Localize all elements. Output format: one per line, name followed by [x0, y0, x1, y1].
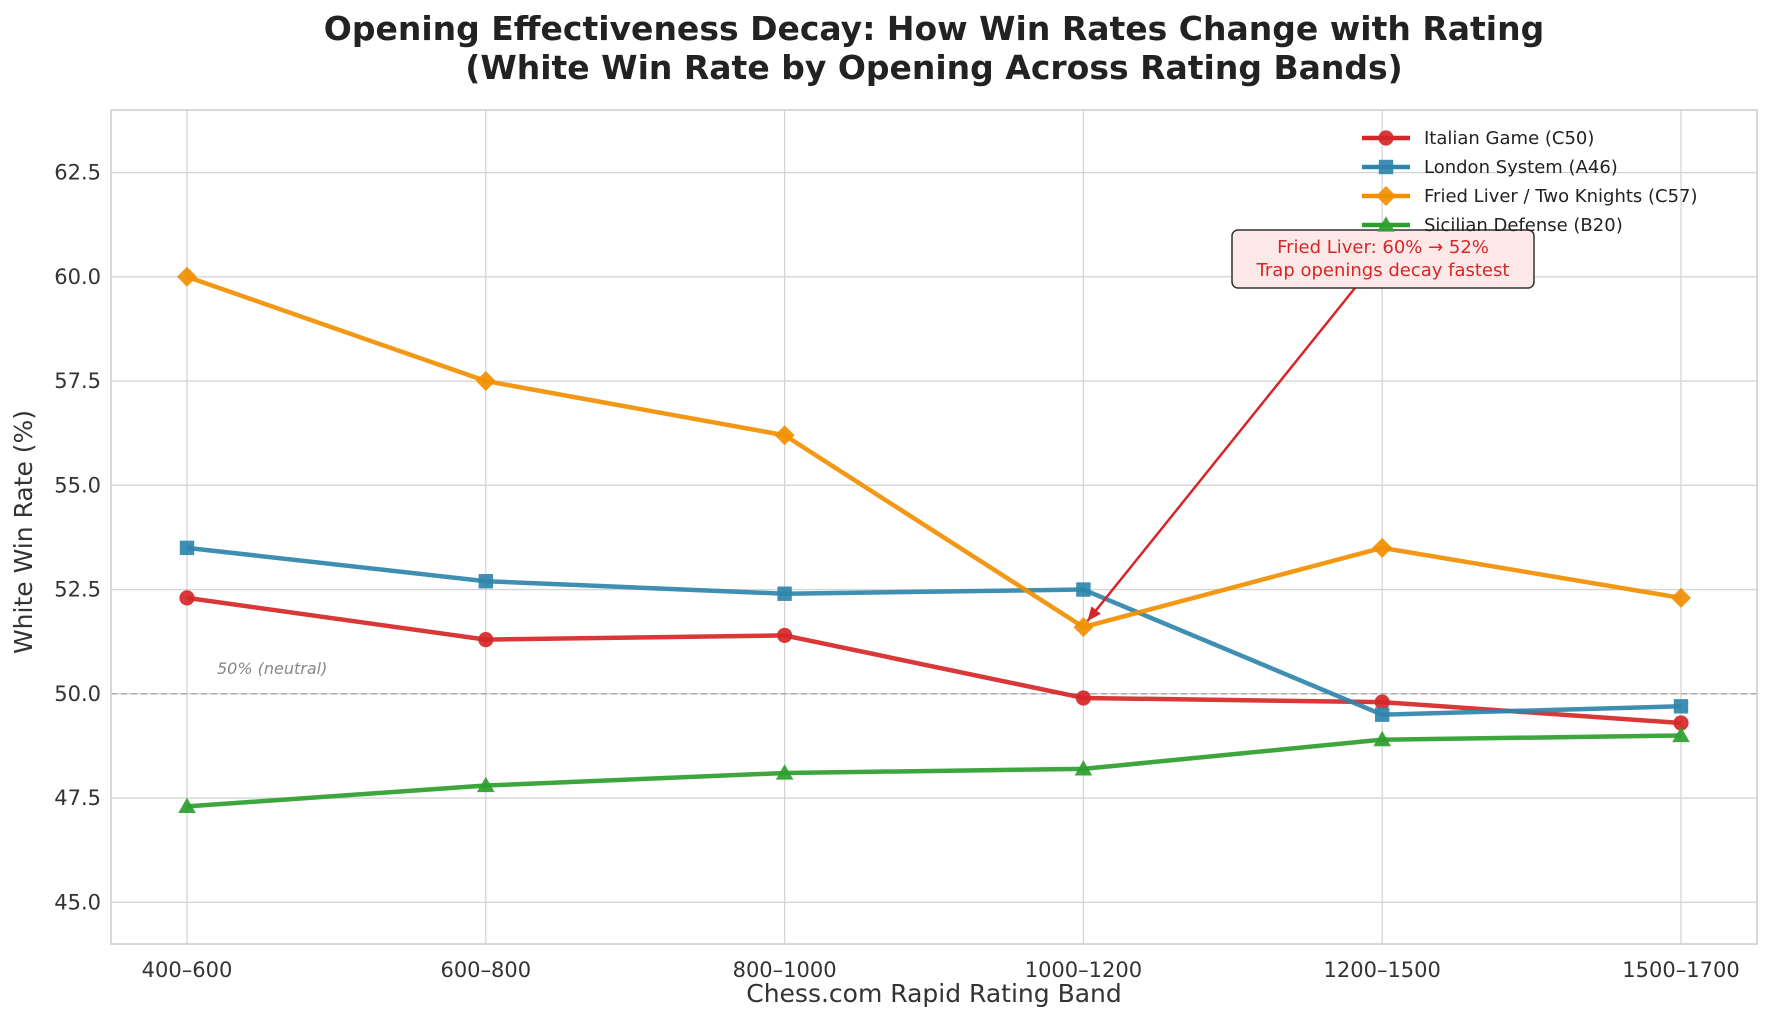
data-point [477, 776, 495, 793]
legend-marker [1377, 216, 1395, 232]
data-point [1673, 715, 1689, 731]
data-point [475, 371, 496, 392]
data-point [1375, 707, 1390, 722]
data-point [1074, 760, 1093, 776]
x-tick-label: 1500–1700 [1622, 958, 1739, 982]
y-tick-label: 52.5 [54, 578, 101, 602]
data-point [478, 631, 494, 648]
annotation-text: Trap openings decay fastest [1256, 260, 1510, 281]
data-point [177, 266, 197, 287]
series-4 [178, 726, 1690, 813]
data-point [179, 540, 195, 556]
series-group [177, 266, 1691, 813]
annotation-text: Fried Liver: 60% → 52% [1277, 237, 1489, 258]
annotation: Fried Liver: 60% → 52%Trap openings deca… [1086, 229, 1535, 622]
y-tick-label: 57.5 [54, 369, 101, 393]
x-tick-label: 1000–1200 [1025, 958, 1142, 982]
chart-subtitle: (White Win Rate by Opening Across Rating… [465, 48, 1403, 87]
y-tick-label: 62.5 [54, 161, 101, 185]
data-point [774, 425, 795, 446]
data-point [1075, 690, 1091, 706]
x-tick-label: 600–800 [440, 958, 531, 982]
reference-line-group: 50% (neutral) [111, 659, 1757, 695]
data-point [179, 590, 195, 606]
series-2 [179, 540, 1689, 722]
data-point [1374, 694, 1390, 710]
y-tick-label: 47.5 [54, 786, 101, 810]
legend-label: Fried Liver / Two Knights (C57) [1424, 186, 1698, 207]
legend-item: Sicilian Defense (B20) [1362, 215, 1623, 236]
legend-marker [1378, 159, 1394, 175]
data-point [775, 764, 794, 780]
series-1 [179, 590, 1689, 731]
data-point [1671, 587, 1691, 608]
y-tick-label: 60.0 [54, 265, 101, 289]
legend-marker [1376, 186, 1396, 206]
data-point [1073, 617, 1094, 638]
chart-title: Opening Effectiveness Decay: How Win Rat… [324, 9, 1544, 48]
series-line [186, 274, 1682, 630]
x-axis-label: Chess.com Rapid Rating Band [746, 979, 1122, 1008]
legend-item: Fried Liver / Two Knights (C57) [1362, 186, 1698, 207]
x-tick-label: 800–1000 [733, 958, 837, 982]
legend-marker [1378, 130, 1394, 146]
x-tick-label: 400–600 [142, 958, 233, 982]
y-tick-label: 45.0 [54, 890, 101, 914]
legend-label: London System (A46) [1424, 157, 1618, 178]
y-axis-label: White Win Rate (%) [9, 410, 38, 654]
legend-label: Sicilian Defense (B20) [1424, 215, 1623, 236]
data-point [777, 627, 793, 644]
y-tick-label: 55.0 [54, 473, 101, 497]
data-point [1372, 537, 1393, 558]
neutral-reference-label: 50% (neutral) [217, 659, 327, 678]
series-line [186, 545, 1682, 717]
annotation-arrow [1086, 287, 1356, 622]
data-point [1672, 726, 1690, 743]
legend-item: London System (A46) [1362, 157, 1618, 178]
annotation-arrowhead [1087, 606, 1101, 622]
data-point [777, 586, 792, 601]
data-point [178, 797, 196, 813]
legend-label: Italian Game (C50) [1424, 128, 1594, 149]
legend-item: Italian Game (C50) [1362, 128, 1594, 149]
series-line [186, 733, 1682, 809]
y-tick-label: 50.0 [54, 682, 101, 706]
legend: Italian Game (C50) London System (A46) Fri… [1362, 128, 1698, 236]
series-3 [177, 266, 1691, 638]
x-tick-label: 1200–1500 [1324, 958, 1441, 982]
data-point [1673, 699, 1689, 714]
data-point [1373, 730, 1391, 747]
series-line [186, 595, 1682, 726]
plot-frame [110, 109, 1758, 945]
data-point [478, 574, 493, 589]
ticks-group: 400–600 600–800 800–1000 1000–1200 1200–1500… [54, 161, 1739, 982]
data-point [1076, 582, 1091, 597]
